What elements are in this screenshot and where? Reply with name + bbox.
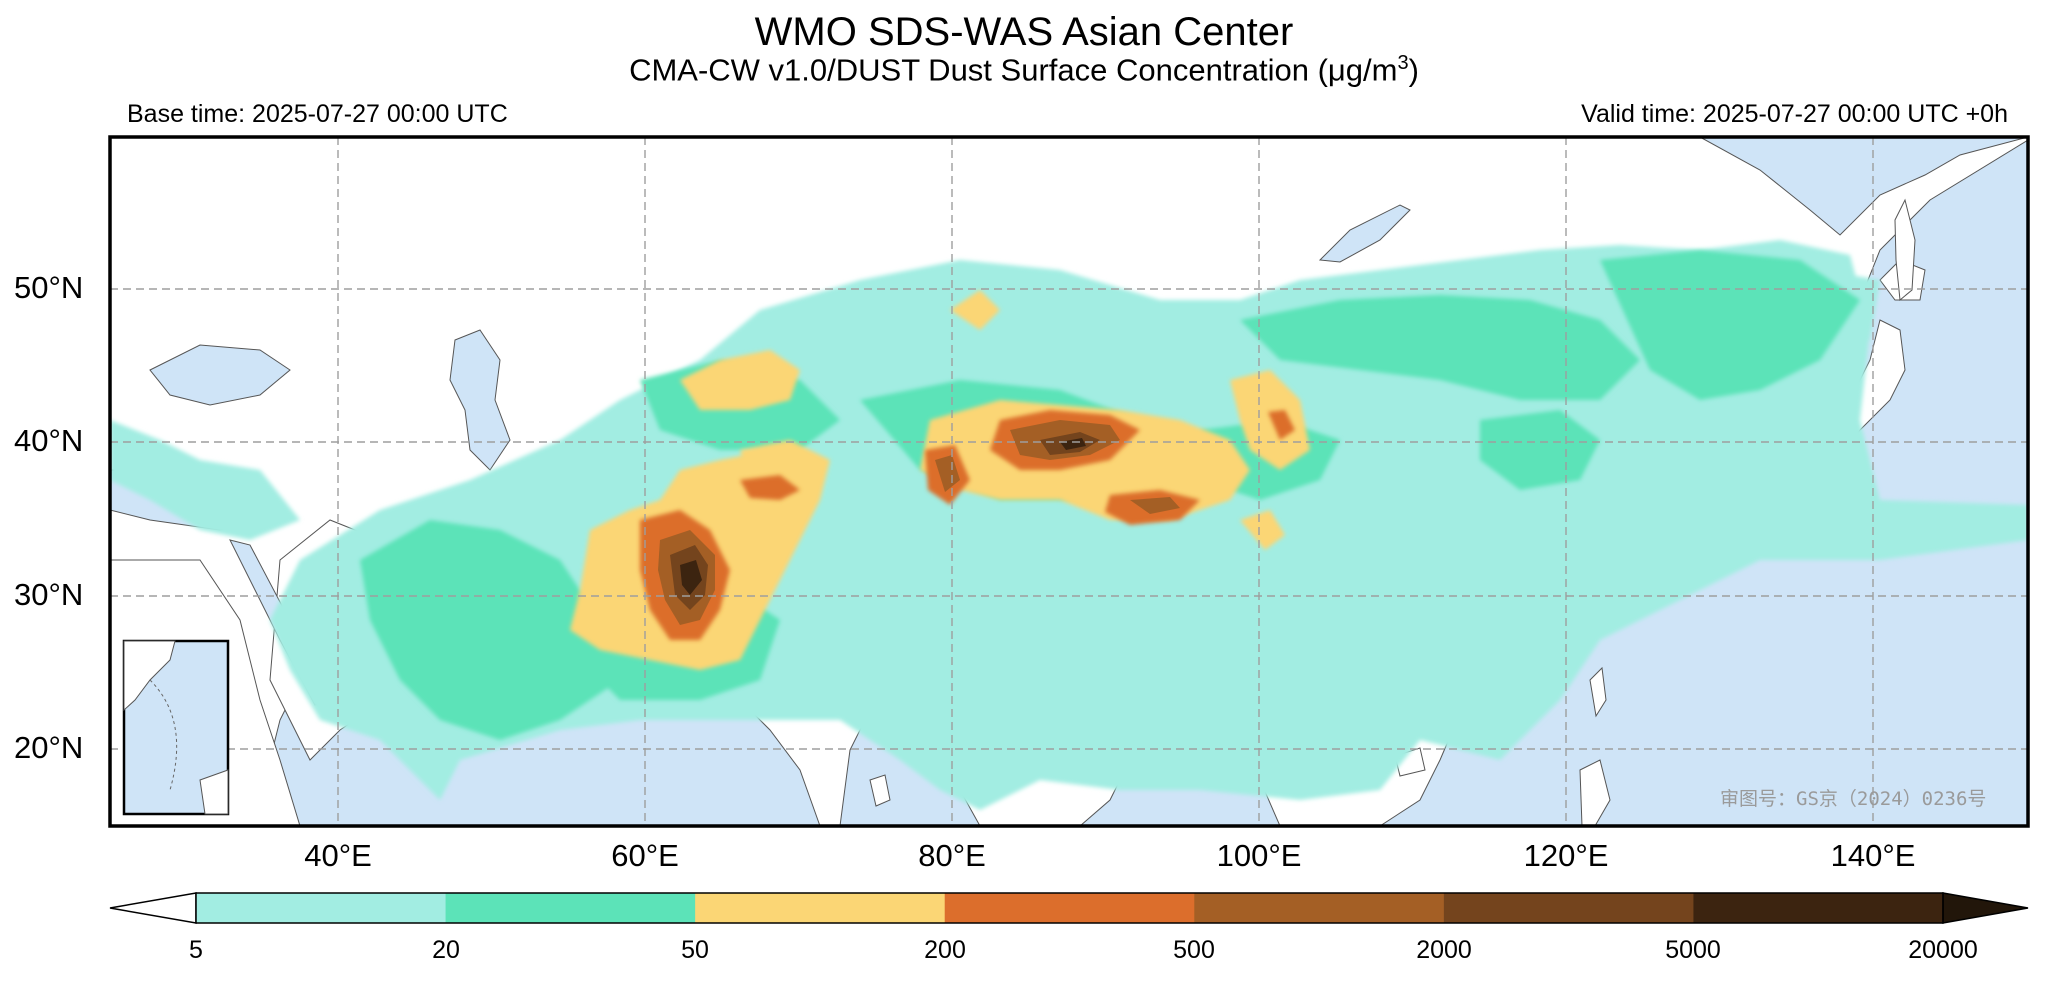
- lake-baikal: [1318, 204, 1411, 263]
- colorbar-level-label: 20: [432, 936, 460, 964]
- map-subtitle: CMA-CW v1.0/DUST Dust Surface Concentrat…: [629, 52, 1419, 88]
- map-approval-watermark: 审图号：GS京（2024）0236号: [1720, 788, 1987, 810]
- dust-field-over-5000: [680, 438, 1086, 595]
- colorbar-segment: [695, 893, 946, 923]
- colorbar-frame: [195, 892, 1944, 924]
- x-tick-label: 140°E: [1830, 838, 1916, 873]
- colorbar-level-label: 20000: [1908, 936, 1978, 964]
- x-tick-label: 40°E: [304, 838, 372, 873]
- colorbar-segment: [196, 893, 447, 923]
- colorbar-segments: [196, 893, 1944, 923]
- south-china-sea-inset: [122, 639, 230, 816]
- colorbar-level-label: 200: [924, 936, 966, 964]
- colorbar-level-label: 500: [1173, 936, 1215, 964]
- colorbar-level-label: 2000: [1416, 936, 1472, 964]
- colorbar-under-triangle: [109, 892, 197, 924]
- y-tick-label: 30°N: [14, 577, 84, 612]
- valid-time-label: Valid time: 2025-07-27 00:00 UTC +0h: [1581, 100, 2008, 128]
- dust-concentration-map: [108, 135, 2030, 828]
- x-tick-label: 120°E: [1523, 838, 1609, 873]
- map-frame: [108, 135, 2030, 828]
- black-sea: [149, 344, 291, 406]
- x-tick-label: 100°E: [1216, 838, 1302, 873]
- x-tick-label: 60°E: [611, 838, 679, 873]
- base-time-label: Base time: 2025-07-27 00:00 UTC: [127, 100, 508, 128]
- colorbar-segment: [1194, 893, 1445, 923]
- y-tick-label: 50°N: [14, 270, 84, 305]
- colorbar-level-label: 50: [681, 936, 709, 964]
- y-tick-label: 40°N: [14, 423, 84, 458]
- gridlines: [110, 137, 2028, 826]
- colorbar-segment: [944, 893, 1195, 923]
- colorbar-level-label: 5: [189, 936, 203, 964]
- colorbar-level-label: 5000: [1665, 936, 1721, 964]
- colorbar-over-triangle: [1942, 892, 2029, 924]
- caspian-sea: [449, 329, 511, 471]
- colorbar-segment: [1693, 893, 1944, 923]
- colorbar-segment: [445, 893, 696, 923]
- map-title: WMO SDS-WAS Asian Center: [754, 10, 1294, 54]
- colorbar-segment: [1443, 893, 1694, 923]
- y-tick-label: 20°N: [14, 730, 84, 765]
- x-tick-label: 80°E: [918, 838, 986, 873]
